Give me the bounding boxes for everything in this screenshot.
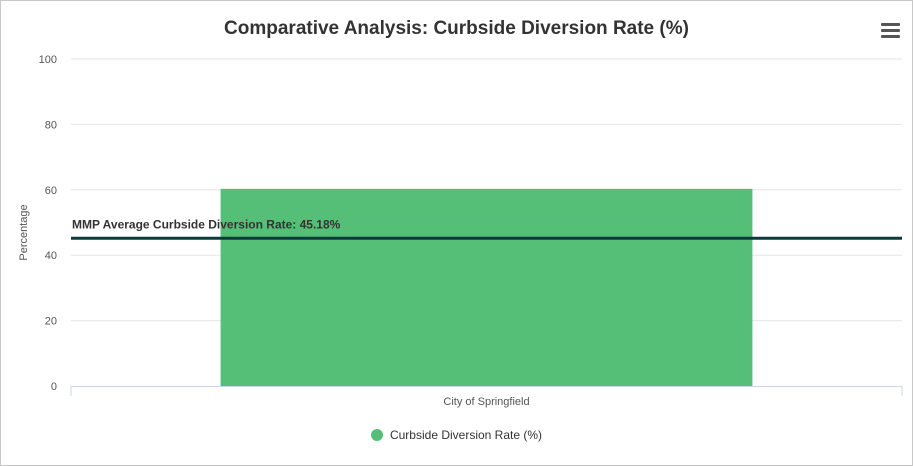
- legend-item-curbside-diversion-rate[interactable]: Curbside Diversion Rate (%): [370, 428, 543, 442]
- y-tick-label: 0: [51, 381, 57, 393]
- x-tick-label: City of Springfield: [443, 396, 529, 408]
- x-axis-ticks: City of Springfield: [70, 386, 903, 408]
- bar[interactable]: [220, 188, 753, 386]
- y-axis-ticks: 0 20 40 60 80 100: [39, 54, 57, 393]
- bar-series: [220, 188, 753, 386]
- y-tick-label: 60: [45, 185, 57, 197]
- y-tick-label: 100: [39, 54, 57, 66]
- legend-marker: [370, 429, 383, 441]
- y-tick-label: 20: [45, 316, 57, 328]
- legend-label: Curbside Diversion Rate (%): [389, 428, 543, 442]
- y-tick-label: 80: [45, 119, 57, 131]
- hamburger-menu-icon[interactable]: [881, 23, 900, 39]
- y-tick-label: 40: [45, 250, 57, 262]
- reference-line-label: MMP Average Curbside Diversion Rate: 45.…: [72, 217, 341, 231]
- chart-title: Comparative Analysis: Curbside Diversion…: [224, 18, 689, 39]
- y-axis-title: Percentage: [18, 204, 30, 260]
- legend: Curbside Diversion Rate (%): [1, 428, 912, 442]
